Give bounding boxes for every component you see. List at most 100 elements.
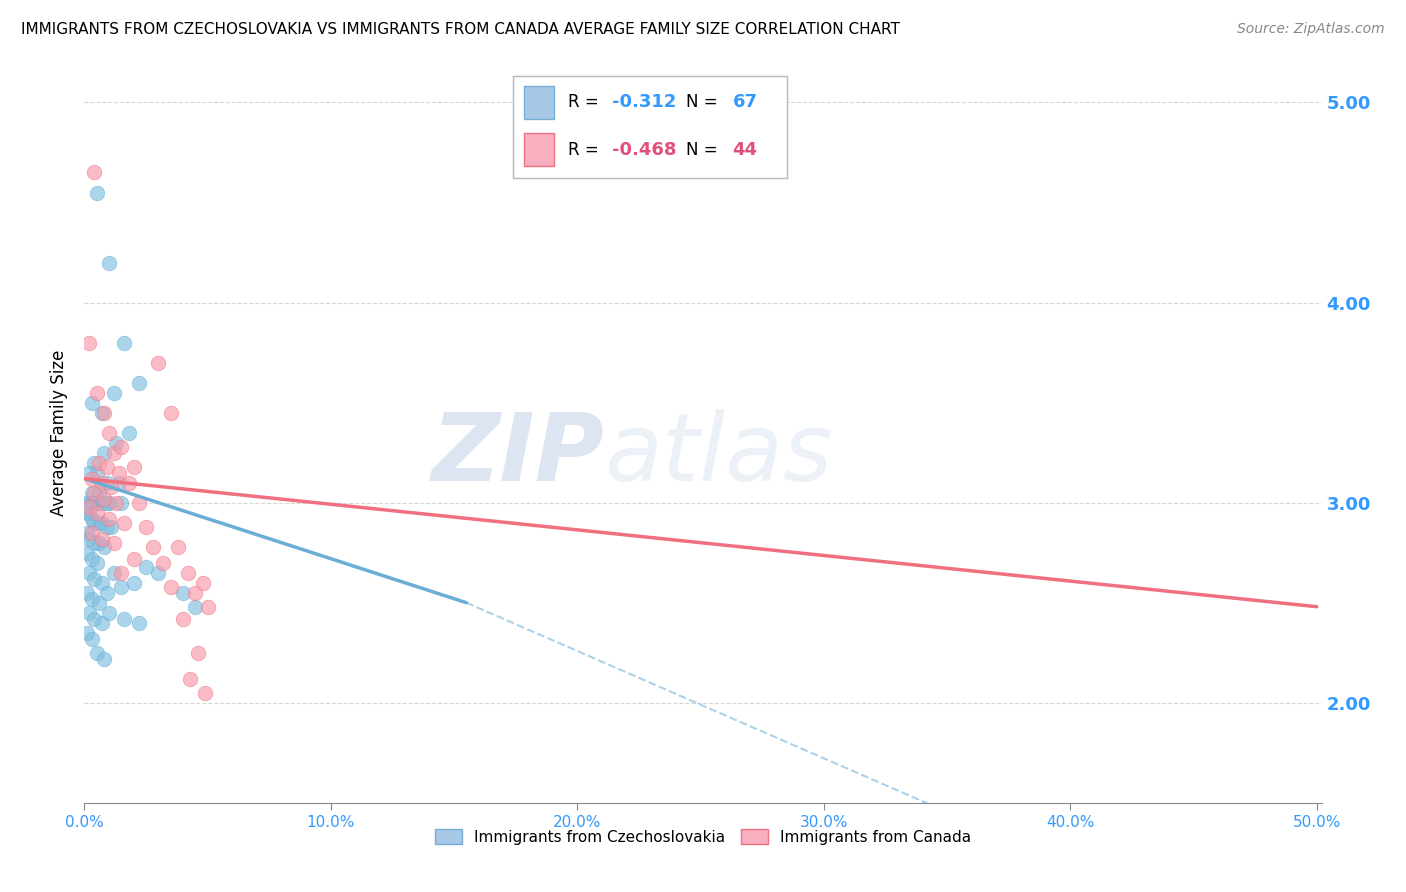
Text: IMMIGRANTS FROM CZECHOSLOVAKIA VS IMMIGRANTS FROM CANADA AVERAGE FAMILY SIZE COR: IMMIGRANTS FROM CZECHOSLOVAKIA VS IMMIGR… (21, 22, 900, 37)
Point (128, 376, 150, 390)
Point (122, 575, 145, 590)
Point (80, 591, 103, 606)
Point (98, 606, 121, 620)
Point (103, 566, 125, 580)
Point (108, 466, 131, 480)
Point (105, 496, 128, 510)
Text: R =: R = (568, 94, 599, 112)
Point (135, 559, 157, 574)
Point (122, 551, 145, 566)
Point (89, 535, 111, 549)
Point (80, 511, 103, 525)
Point (159, 580, 181, 594)
Point (103, 445, 125, 459)
Text: -0.468: -0.468 (612, 141, 676, 159)
Point (83, 572, 105, 586)
Point (118, 475, 141, 490)
Point (122, 459, 145, 474)
Point (79, 606, 101, 620)
Point (96, 585, 118, 599)
Point (79, 466, 101, 480)
FancyBboxPatch shape (524, 133, 554, 166)
Point (142, 540, 165, 554)
Text: ZIP: ZIP (432, 409, 605, 500)
Point (128, 496, 150, 510)
Point (110, 440, 132, 454)
Point (86, 646, 108, 660)
Point (187, 646, 209, 660)
Point (90, 532, 112, 546)
Point (86, 186, 108, 200)
Point (86, 556, 108, 570)
Point (76, 546, 98, 560)
Point (110, 496, 132, 510)
Point (86, 496, 108, 510)
Point (105, 435, 128, 450)
Point (100, 519, 122, 533)
Point (96, 475, 118, 490)
Point (93, 540, 115, 554)
Point (76, 496, 98, 510)
Point (93, 651, 115, 665)
Point (184, 599, 207, 614)
Point (83, 516, 105, 530)
Point (83, 485, 105, 500)
Point (191, 575, 214, 590)
Text: Source: ZipAtlas.com: Source: ZipAtlas.com (1237, 22, 1385, 37)
Point (167, 540, 190, 554)
Point (110, 580, 132, 594)
Point (80, 472, 103, 486)
Point (86, 506, 108, 520)
Text: 44: 44 (733, 141, 758, 159)
Point (80, 525, 103, 540)
Point (184, 585, 207, 599)
Point (93, 445, 115, 459)
Point (79, 335, 101, 350)
Point (89, 516, 111, 530)
Point (98, 425, 121, 440)
Point (90, 575, 112, 590)
Point (98, 511, 121, 525)
Point (110, 566, 132, 580)
Point (89, 496, 111, 510)
Point (90, 615, 112, 630)
Point (80, 632, 103, 646)
Point (179, 672, 201, 686)
Point (172, 585, 194, 599)
Point (103, 535, 125, 549)
Point (90, 406, 112, 420)
Point (93, 491, 115, 506)
Point (148, 566, 170, 580)
Point (96, 496, 118, 510)
Point (172, 612, 194, 626)
FancyBboxPatch shape (524, 87, 554, 119)
Text: N =: N = (686, 141, 717, 159)
Point (93, 406, 115, 420)
Point (89, 596, 111, 610)
Point (86, 466, 108, 480)
Point (80, 551, 103, 566)
Text: N =: N = (686, 94, 717, 112)
Point (112, 335, 135, 350)
Point (89, 485, 111, 500)
Point (90, 475, 112, 490)
Point (79, 496, 101, 510)
Text: -0.312: -0.312 (612, 94, 676, 112)
Point (83, 456, 105, 470)
Point (112, 612, 135, 626)
Point (96, 519, 118, 533)
Point (98, 496, 121, 510)
Point (83, 165, 105, 179)
Point (79, 506, 101, 520)
Point (89, 456, 111, 470)
Text: 67: 67 (733, 94, 758, 112)
Point (76, 525, 98, 540)
Point (80, 395, 103, 409)
Text: R =: R = (568, 141, 599, 159)
Point (79, 566, 101, 580)
Point (76, 585, 98, 599)
Point (79, 532, 101, 546)
Point (83, 535, 105, 549)
Point (148, 355, 170, 369)
Point (90, 516, 112, 530)
